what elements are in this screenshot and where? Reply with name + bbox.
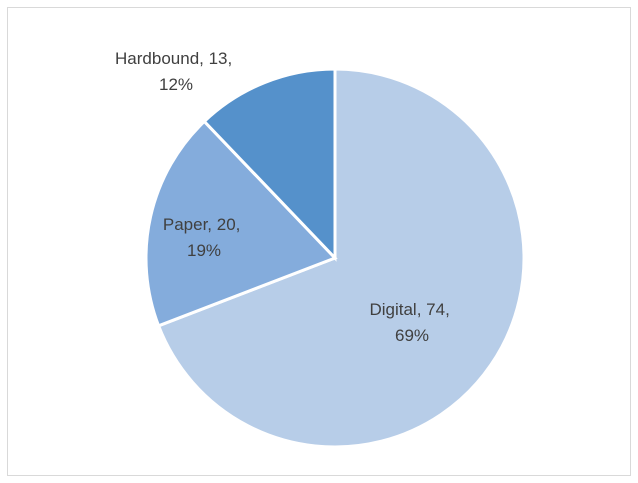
data-label-hardbound: Hardbound, 13, 12%: [115, 49, 237, 94]
data-label-paper-line1: Paper, 20,: [163, 215, 241, 234]
data-label-hardbound-line1: Hardbound, 13,: [115, 49, 232, 68]
pie-slice-digital: [156, 67, 526, 449]
data-label-digital: Digital, 74, 69%: [369, 300, 454, 345]
pie-data-labels: Digital, 74, 69% Paper, 20, 19% Hardboun…: [115, 49, 454, 345]
pie-slice-paper: [144, 119, 338, 328]
data-label-paper-line2: 19%: [187, 241, 221, 260]
data-label-paper: Paper, 20, 19%: [163, 215, 245, 260]
pie-slices: [144, 67, 526, 449]
pie-slice-hardbound: [202, 67, 337, 262]
data-label-digital-line1: Digital, 74,: [369, 300, 449, 319]
data-label-digital-line2: 69%: [395, 326, 429, 345]
data-label-hardbound-line2: 12%: [159, 75, 193, 94]
